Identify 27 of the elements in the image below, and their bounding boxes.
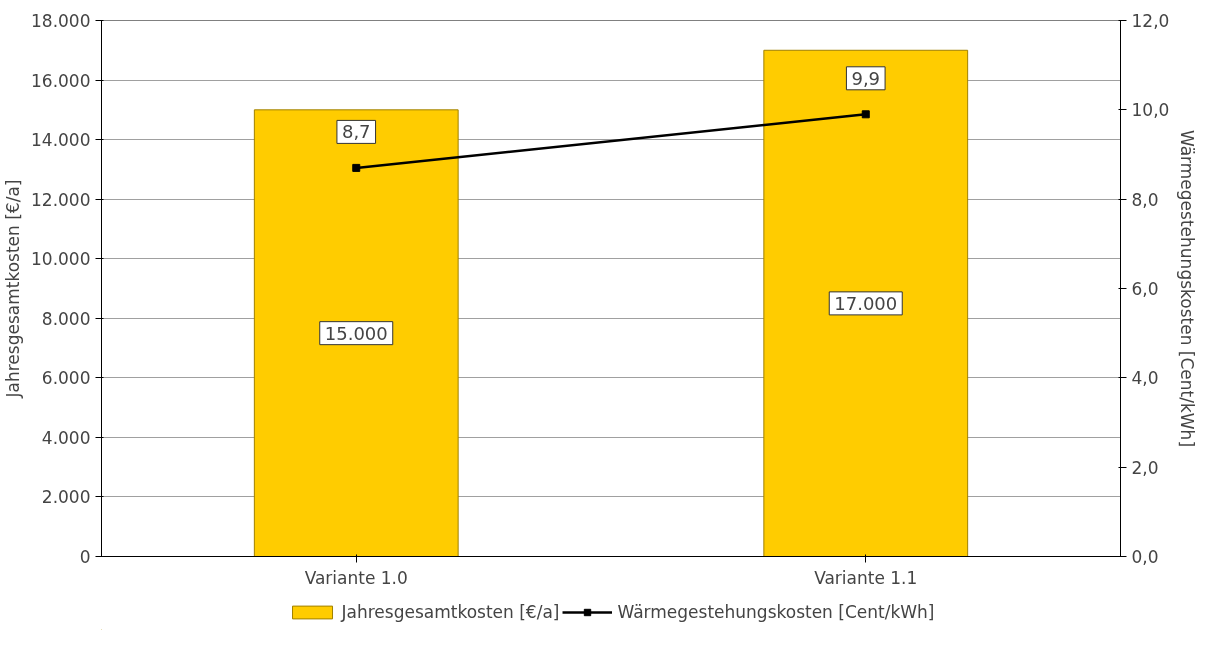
y2-tick-label: 10,0	[1131, 100, 1170, 121]
y-tick-label: 12.000	[31, 189, 91, 210]
x-tick-label: Variante 1.0	[304, 567, 408, 588]
data-label: 8,7	[341, 121, 371, 143]
y-tick-label: 6.000	[41, 368, 91, 389]
y-tick-label: 18.000	[31, 11, 91, 31]
y2-tick-label: 8,0	[1131, 189, 1159, 210]
data-label: 9,9	[851, 67, 881, 89]
y2-tick-label: 0,0	[1131, 547, 1159, 567]
legend-label: Jahresgesamtkosten [€/a]	[341, 602, 560, 622]
data-label: 15.000	[324, 322, 388, 344]
y-tick-label: 10.000	[31, 249, 91, 270]
y2-tick-label: 4,0	[1131, 368, 1159, 389]
y-tick-label: 0	[79, 547, 91, 567]
y-tick-label: 2.000	[41, 487, 91, 508]
y-axis-title: Jahresgesamtkosten [€/a]	[3, 179, 24, 399]
x-tick-label: Variante 1.1	[814, 567, 918, 588]
y2-tick-label: 2,0	[1131, 457, 1159, 478]
y-tick-label: 14.000	[31, 130, 91, 151]
legend-label: Wärmegestehungskosten [Cent/kWh]	[617, 602, 935, 622]
y-tick-label: 4.000	[41, 427, 91, 448]
y2-tick-label: 6,0	[1131, 279, 1159, 299]
data-label: 17.000	[834, 292, 898, 314]
y2-tick-label: 12,0	[1131, 11, 1170, 31]
y2-axis-title: Wärmegestehungskosten [Cent/kWh]	[1177, 129, 1198, 448]
y-tick-label: 8.000	[41, 308, 91, 329]
y-tick-label: 16.000	[31, 70, 91, 91]
